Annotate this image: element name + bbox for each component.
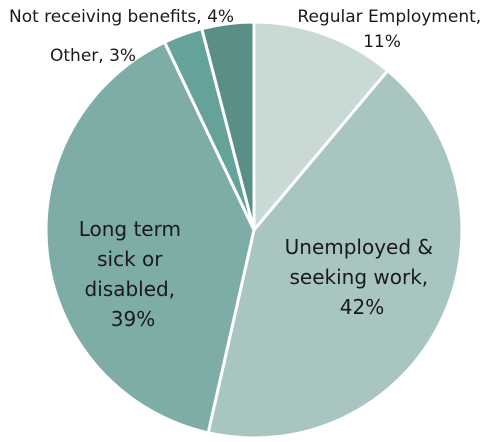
slice-labels: Not receiving benefits, 4% Other, 3% Reg… <box>9 7 486 331</box>
slice-label-regular-employment: Regular Employment, 11% <box>297 7 486 52</box>
pie-slice-unemployed-seeking-work <box>206 69 464 440</box>
pie-slice-long-term-sick-or-disabled <box>44 40 256 435</box>
pie-slices <box>44 20 464 440</box>
slice-label-unemployed-seeking-work: Unemployed & seeking work, 42% <box>285 235 440 319</box>
slice-label-long-term-sick-or-disabled: Long term sick or disabled, 39% <box>79 217 188 331</box>
pie-slice-regular-employment <box>252 20 390 232</box>
slice-label-other: Other, 3% <box>50 46 136 66</box>
slice-label-not-receiving-benefits: Not receiving benefits, 4% <box>9 7 234 27</box>
pie-slice-not-receiving-benefits <box>200 20 256 232</box>
